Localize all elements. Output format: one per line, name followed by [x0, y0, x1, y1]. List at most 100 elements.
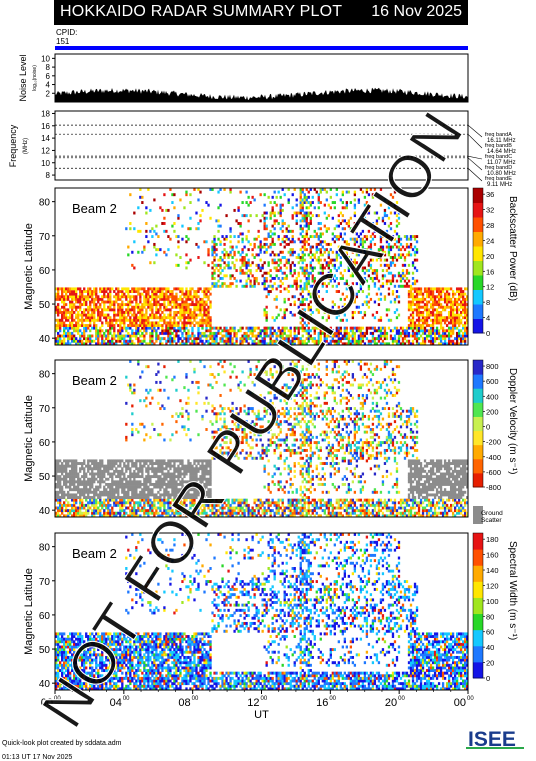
- radar-cell: [75, 493, 78, 497]
- radar-cell: [273, 261, 276, 265]
- radar-cell: [439, 326, 443, 330]
- radar-cell: [329, 248, 332, 252]
- radar-cell: [105, 316, 108, 320]
- radar-cell: [155, 509, 158, 513]
- radar-cell: [213, 237, 216, 241]
- radar-cell: [213, 263, 216, 267]
- radar-cell: [385, 313, 389, 317]
- radar-cell: [157, 464, 160, 468]
- radar-cell: [75, 324, 78, 327]
- radar-cell: [179, 412, 182, 416]
- radar-cell: [281, 256, 284, 259]
- radar-cell: [259, 219, 262, 223]
- radar-cell: [263, 216, 266, 220]
- radar-cell: [159, 493, 162, 497]
- radar-cell: [105, 490, 108, 494]
- radar-cell: [83, 488, 86, 492]
- radar-cell: [105, 329, 108, 333]
- radar-cell: [97, 339, 100, 343]
- radar-cell: [205, 201, 208, 204]
- radar-cell: [203, 261, 206, 265]
- radar-cell: [385, 282, 389, 286]
- radar-cell: [229, 334, 232, 338]
- radar-cell: [83, 318, 86, 322]
- radar-cell: [67, 308, 70, 312]
- radar-cell: [443, 329, 447, 333]
- radar-cell: [393, 274, 397, 278]
- radar-cell: [139, 329, 142, 333]
- radar-cell: [443, 321, 447, 325]
- radar-cell: [281, 337, 284, 341]
- radar-cell: [71, 459, 74, 463]
- radar-cell: [161, 514, 164, 518]
- radar-cell: [141, 313, 144, 317]
- radar-cell: [395, 316, 399, 320]
- radar-cell: [123, 324, 126, 327]
- radar-cell: [101, 329, 104, 333]
- radar-cell: [109, 496, 112, 499]
- radar-cell: [287, 284, 290, 288]
- radar-cell: [129, 318, 132, 322]
- radar-cell: [223, 339, 226, 343]
- radar-cell: [451, 321, 455, 325]
- radar-cell: [61, 467, 64, 471]
- radar-cell: [249, 263, 252, 267]
- radar-cell: [177, 240, 180, 244]
- radar-cell: [333, 274, 336, 278]
- radar-cell: [207, 250, 210, 254]
- radar-cell: [187, 417, 190, 421]
- radar-cell: [195, 316, 198, 320]
- radar-cell: [257, 253, 260, 257]
- radar-cell: [117, 287, 120, 291]
- radar-cell: [247, 240, 250, 244]
- radar-cell: [77, 321, 80, 325]
- radar-cell: [407, 263, 411, 267]
- radar-cell: [129, 324, 132, 327]
- radar-cell: [347, 190, 351, 194]
- radar-cell: [161, 493, 164, 497]
- colorbar-tick-label: 24: [486, 236, 494, 245]
- radar-cell: [137, 362, 140, 366]
- radar-cell: [269, 229, 272, 233]
- radar-cell: [369, 276, 373, 280]
- radar-cell: [347, 342, 351, 346]
- radar-cell: [419, 297, 423, 301]
- radar-cell: [215, 248, 218, 252]
- radar-cell: [421, 321, 425, 325]
- radar-cell: [81, 342, 84, 346]
- radar-cell: [129, 477, 132, 481]
- radar-cell: [279, 195, 282, 199]
- radar-cell: [395, 201, 399, 204]
- radar-cell: [247, 203, 250, 207]
- radar-cell: [205, 303, 208, 307]
- radar-cell: [227, 329, 230, 333]
- radar-cell: [109, 305, 112, 309]
- radar-cell: [325, 190, 328, 194]
- radar-cell: [95, 290, 98, 293]
- radar-cell: [285, 229, 288, 233]
- radar-cell: [175, 300, 178, 304]
- radar-cell: [109, 339, 112, 343]
- radar-cell: [143, 459, 146, 463]
- radar-cell: [215, 326, 218, 330]
- radar-cell: [137, 290, 140, 293]
- radar-cell: [61, 496, 64, 499]
- radar-cell: [171, 326, 174, 330]
- radar-cell: [83, 331, 86, 335]
- radar-cell: [129, 501, 132, 505]
- radar-cell: [193, 316, 196, 320]
- radar-cell: [65, 498, 68, 502]
- radar-cell: [173, 318, 176, 322]
- radar-cell: [283, 276, 286, 280]
- radar-cell: [209, 334, 212, 338]
- radar-cell: [75, 308, 78, 312]
- radar-cell: [143, 496, 146, 499]
- radar-cell: [167, 297, 170, 301]
- radar-cell: [413, 266, 417, 270]
- radar-cell: [207, 248, 210, 252]
- radar-cell: [463, 308, 467, 312]
- radar-cell: [77, 313, 80, 317]
- radar-cell: [435, 295, 439, 299]
- radar-cell: [133, 318, 136, 322]
